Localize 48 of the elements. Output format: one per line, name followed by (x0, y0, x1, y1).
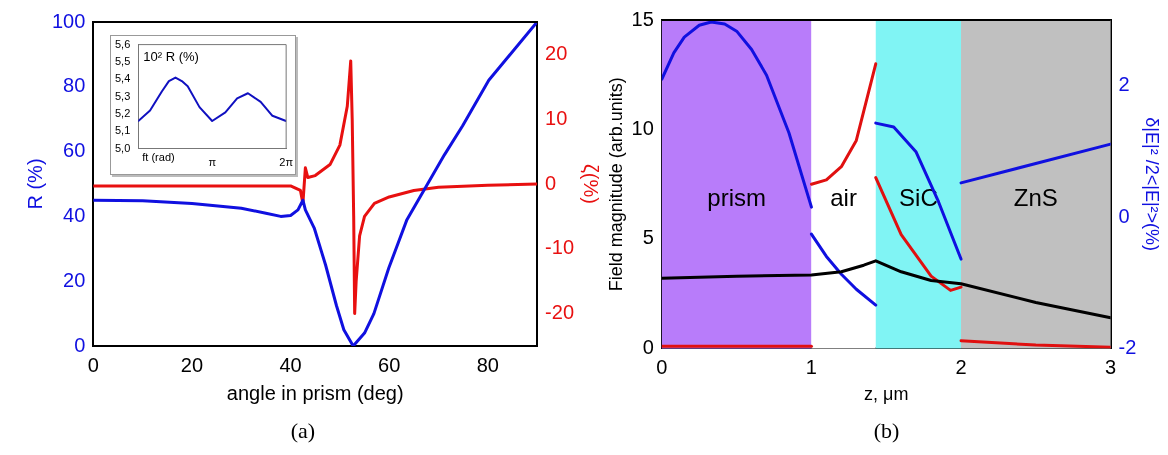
x-axis-title: angle in prism (deg) (226, 381, 404, 404)
x-tick-label: 40 (279, 353, 302, 376)
y-tick-label: 40 (63, 203, 86, 226)
y-tick-label: 5,3 (114, 89, 131, 102)
y2-tick-label: -20 (545, 301, 574, 324)
y-tick-label: 5,0 (114, 141, 131, 154)
y-axis-title: R (%) (23, 158, 46, 210)
y2-tick-label: 0 (1118, 204, 1130, 227)
text: (b) (872, 418, 901, 444)
y-axis-title: Field magnitude (arb.units) (605, 77, 626, 292)
x-tick-label: 3 (1105, 355, 1117, 378)
x-axis-title: z, μm (864, 384, 909, 405)
y-tick-label: 5 (642, 226, 654, 249)
y-tick-label: 0 (74, 333, 86, 356)
x-tick-label: 0 (656, 355, 668, 378)
y-tick-label: 5,2 (114, 107, 131, 120)
band-label: air (830, 183, 857, 211)
y2-tick-label: 10 (545, 106, 568, 129)
x-tick-label: 80 (476, 353, 499, 376)
y-tick-label: 15 (631, 7, 654, 30)
y-tick-label: 100 (51, 9, 86, 32)
y-tick-label: 0 (642, 335, 654, 358)
y-tick-label: 80 (63, 74, 86, 97)
y2-tick-label: -10 (545, 236, 574, 259)
y2-tick-label: 2 (1118, 73, 1130, 96)
x-tick-label: 2 (955, 355, 967, 378)
x-tick-label: 60 (378, 353, 401, 376)
x-tick-label: 20 (180, 353, 204, 376)
text: (a) (289, 418, 317, 444)
y2-tick-label: -2 (1118, 335, 1137, 358)
band-label: SiC (899, 183, 938, 211)
y2-axis-title: δ|E|² /2<|E|²>(%) (1142, 117, 1163, 252)
y2-axis-title: ζ(%) (580, 164, 603, 204)
y2-tick-label: 20 (545, 41, 568, 64)
band-label: prism (707, 183, 766, 211)
y-tick-label: 5,5 (114, 55, 131, 67)
x-tick-label: π (208, 156, 217, 169)
x-axis-title: ft (rad) (142, 151, 175, 164)
y-tick-label: 5,4 (114, 72, 131, 85)
x-tick-label: 1 (805, 355, 817, 378)
y-axis-title: 10² R (%) (143, 48, 199, 64)
band-label: ZnS (1013, 183, 1058, 211)
y-tick-label: 5,6 (114, 37, 131, 50)
y-tick-label: 5,1 (114, 124, 131, 137)
y-tick-label: 10 (631, 116, 654, 139)
x-tick-label: 2π (279, 156, 294, 169)
y2-tick-label: 0 (545, 171, 557, 194)
y-tick-label: 20 (63, 268, 86, 291)
